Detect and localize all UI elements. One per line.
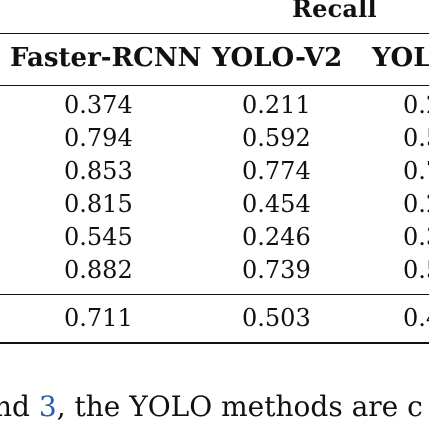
table-cell: 0.3 xyxy=(403,223,429,251)
table-cell: 0.774 xyxy=(242,157,311,185)
column-header-faster-rcnn: Faster-RCNN xyxy=(10,43,202,73)
table-cell: 0.794 xyxy=(64,124,133,152)
recall-super-header: Recall xyxy=(292,0,377,23)
table-cell: 0.739 xyxy=(242,256,311,284)
table-cell: 0.882 xyxy=(64,256,133,284)
table-cell: 0.815 xyxy=(64,190,133,218)
table-cell: 0.5 xyxy=(403,256,429,284)
top-rule xyxy=(0,33,429,34)
table-cell: 0.853 xyxy=(64,157,133,185)
table-cell: 0.545 xyxy=(64,223,133,251)
summary-cell: 0.4 xyxy=(403,304,429,332)
body-text-suffix: , the YOLO methods are c xyxy=(56,390,423,423)
table-cell: 0.2 xyxy=(403,190,429,218)
table-cell: 0.7 xyxy=(403,157,429,185)
bottom-rule xyxy=(0,342,429,344)
table-cell: 0.246 xyxy=(242,223,311,251)
summary-cell: 0.503 xyxy=(242,304,311,332)
column-header-yolo-v2: YOLO-V2 xyxy=(212,43,343,73)
header-rule xyxy=(0,85,429,86)
column-header-yolo-truncated: YOL xyxy=(372,43,429,73)
summary-cell: 0.711 xyxy=(64,304,133,332)
table-cell: 0.374 xyxy=(64,91,133,119)
summary-rule xyxy=(0,294,429,295)
body-text-line: nd 3, the YOLO methods are c xyxy=(0,390,423,423)
table-cell: 0.5 xyxy=(403,124,429,152)
table-cell: 0.454 xyxy=(242,190,311,218)
table-cell: 0.592 xyxy=(242,124,311,152)
table-cell: 0.211 xyxy=(242,91,311,119)
table-cell: 0.2 xyxy=(403,91,429,119)
figure-reference-link[interactable]: 3 xyxy=(38,390,57,423)
body-text-prefix: nd xyxy=(0,390,30,423)
